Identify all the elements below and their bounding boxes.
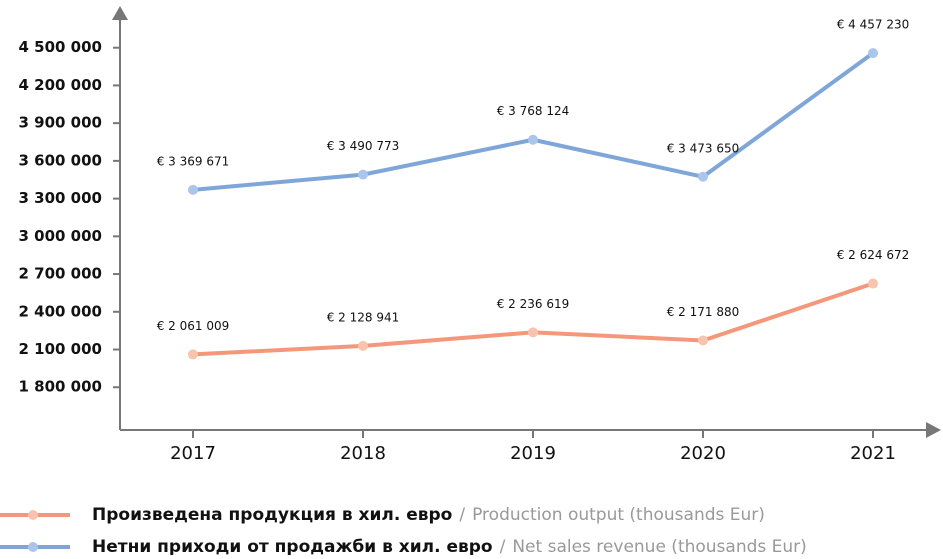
legend-separator: / [459,505,465,525]
y-tick-label: 3 000 000 [18,227,102,245]
point [698,171,708,182]
legend-separator: / [500,537,506,555]
point [868,48,878,59]
data-label: € 3 369 671 [157,154,230,168]
point [358,340,368,351]
y-axis-arrow [112,6,128,20]
legend-name: Нетни приходи от продажби в хил. евро [92,537,493,555]
point [698,335,708,346]
series-line [192,51,875,192]
point [528,327,538,338]
data-label: € 2 624 672 [837,248,910,262]
legend-translation: Production output (thousands Eur) [472,505,765,525]
y-tick-label: 4 500 000 [18,38,102,56]
x-tick-label: 2021 [850,443,896,464]
legend-marker [28,542,38,552]
y-tick-label: 2 100 000 [18,340,102,358]
legend-name: Произведена продукция в хил. евро [92,505,452,525]
x-tick-label: 2020 [680,443,726,464]
y-tick-label: 3 900 000 [18,114,102,132]
y-tick-label: 3 300 000 [18,189,102,207]
x-tick-label: 2018 [340,443,386,464]
data-label: € 2 171 880 [667,305,740,319]
series-line [192,281,874,357]
legend-entry: Нетни приходи от продажби в хил. евро / Ne… [92,537,807,555]
x-tick-label: 2017 [170,443,216,464]
x-axis-arrow [926,422,941,438]
point [188,184,198,195]
data-label: € 3 768 124 [497,104,570,118]
legend-marker [28,510,38,520]
y-tick-label: 2 700 000 [18,265,102,283]
data-label: € 2 236 619 [497,297,570,311]
data-label: € 4 457 230 [837,18,910,32]
y-tick-label: 1 800 000 [18,378,102,396]
point [868,278,878,289]
legend-entry: Произведена продукция в хил. евро / Produc… [92,505,765,525]
data-label: € 2 061 009 [157,319,230,333]
point [358,169,368,180]
data-label: € 2 128 941 [327,310,400,324]
point [188,349,198,360]
legend-translation: Net sales revenue (thousands Eur) [512,537,806,555]
y-tick-label: 4 200 000 [18,76,102,94]
y-tick-label: 3 600 000 [18,151,102,169]
data-label: € 3 490 773 [327,139,400,153]
x-tick-label: 2019 [510,443,556,464]
data-label: € 3 473 650 [667,141,740,155]
y-tick-label: 2 400 000 [18,302,102,320]
point [528,134,538,145]
